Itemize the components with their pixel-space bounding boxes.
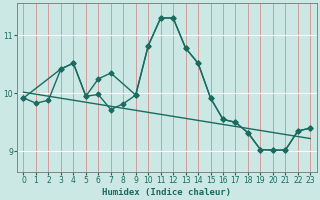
X-axis label: Humidex (Indice chaleur): Humidex (Indice chaleur): [102, 188, 231, 197]
